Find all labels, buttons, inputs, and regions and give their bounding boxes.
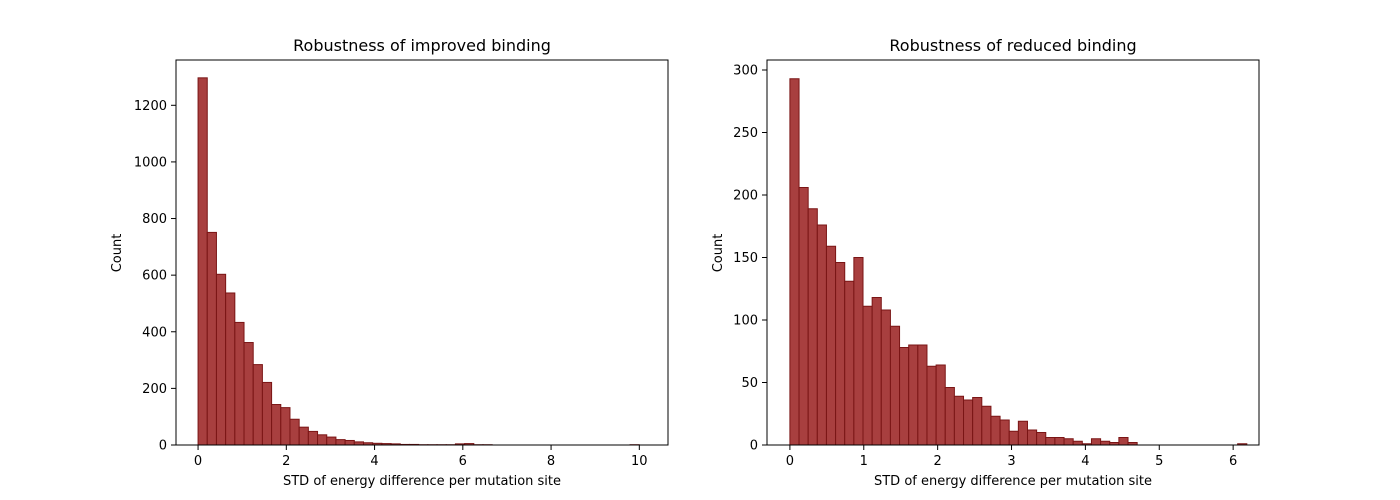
x-tick-label: 8 [547,454,555,469]
chart-title: Robustness of improved binding [293,36,551,55]
histogram-bar [990,415,1001,446]
histogram-bar [835,262,846,446]
histogram-bar [280,407,291,446]
y-tick-label: 1000 [134,155,167,170]
x-tick-label: 5 [1155,454,1163,469]
x-tick-label: 4 [370,454,378,469]
x-axis: 0 2 4 6 8 10 [194,445,648,469]
histogram-bar [844,280,855,446]
x-tick-label: 0 [786,454,794,469]
histogram-bar [289,418,300,446]
histogram-bar [317,434,328,446]
histogram-bar [234,321,245,446]
y-axis-label: Count [110,234,125,273]
histogram-bar [1072,440,1083,446]
histogram-bar [871,297,882,446]
histogram-bar [225,292,236,446]
histogram-bar [926,365,937,446]
histogram-bar [953,395,965,446]
y-tick-label: 100 [733,314,758,329]
plot-frame [175,59,669,446]
histogram-bar [1063,438,1074,446]
histogram-bar [908,344,919,446]
x-tick-label: 10 [631,454,648,469]
histogram-bar [1118,437,1129,446]
histogram-bar [880,309,891,446]
histogram-bar [206,231,217,446]
histogram-bar [1090,438,1102,446]
histogram-bar [1054,437,1065,446]
histogram-bar [944,387,955,446]
x-tick-label: 0 [194,454,202,469]
histogram-bar [981,405,992,446]
y-tick-label: 300 [733,64,758,79]
histogram-bar [862,305,873,446]
y-tick-label: 50 [741,376,758,391]
y-tick-label: 400 [142,325,167,340]
histogram-bar [789,78,800,446]
histogram-bar [298,426,309,446]
histogram-bar [1036,432,1047,446]
chart-title: Robustness of reduced binding [889,36,1136,55]
histogram-bar [252,364,263,446]
x-tick-label: 6 [1229,454,1237,469]
x-tick-label: 4 [1081,454,1089,469]
y-axis-label: Count [711,234,726,273]
histogram-bar [1017,420,1028,446]
histogram-bar [807,208,818,446]
histogram-bar [344,439,355,446]
histogram-bar [816,224,827,446]
plot-frame [766,59,1260,446]
histogram-bar [853,257,864,446]
histogram-bar [1045,437,1056,446]
histogram-bar [917,344,928,446]
histogram-bar [1026,429,1038,446]
y-tick-label: 200 [733,189,758,204]
y-tick-label: 250 [733,126,758,141]
histogram-bar [197,77,208,446]
histogram-bar [1008,430,1019,446]
y-tick-label: 200 [142,382,167,397]
histogram-bar [889,325,901,446]
y-tick-label: 0 [750,439,758,454]
x-tick-label: 2 [282,454,290,469]
x-axis-label: STD of energy difference per mutation si… [283,474,561,489]
histogram-bar [326,436,337,446]
histogram-bar [307,430,319,446]
histogram-bar [825,245,837,446]
histogram-bar [798,187,809,446]
histogram-bar [935,364,946,446]
histogram-bar [243,342,254,446]
x-tick-label: 2 [934,454,942,469]
x-axis-label: STD of energy difference per mutation si… [874,474,1152,489]
histogram-bars [197,77,640,446]
x-axis: 0 1 2 3 4 5 6 [786,445,1237,469]
y-tick-label: 150 [733,251,758,266]
chart-reduced-binding: Robustness of reduced binding STD of ene… [711,36,1260,489]
y-axis: 0 200 400 600 800 1000 1200 [134,99,176,454]
histogram-bar [271,404,282,446]
histogram-bar [963,399,974,446]
chart-improved-binding: Robustness of improved binding STD of en… [110,36,669,489]
histogram-bar [215,273,227,446]
histogram-bar [335,439,346,446]
y-tick-label: 1200 [134,99,167,114]
x-tick-label: 6 [459,454,467,469]
histogram-bar [261,381,273,446]
x-tick-label: 3 [1007,454,1015,469]
histogram-bar [1100,440,1111,446]
y-tick-label: 0 [159,439,167,454]
histogram-bar [999,419,1010,446]
histogram-bar [972,397,983,446]
y-tick-label: 600 [142,269,167,284]
y-axis: 0 50 100 150 200 250 300 [733,64,767,454]
histogram-bars [789,78,1248,446]
y-tick-label: 800 [142,212,167,227]
histogram-bar [899,347,910,446]
x-tick-label: 1 [860,454,868,469]
